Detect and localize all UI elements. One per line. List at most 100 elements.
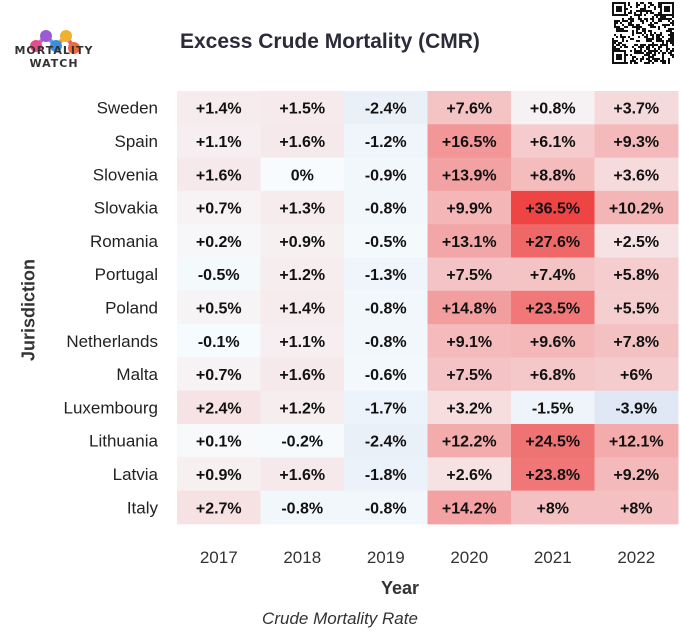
heat-cell	[427, 390, 512, 425]
row-label: Poland	[105, 298, 158, 317]
cell-label: +23.8%	[525, 467, 580, 484]
cell-label: +1.4%	[279, 300, 325, 317]
heat-cell	[260, 357, 345, 392]
heat-cell	[511, 357, 595, 392]
heat-cell	[260, 157, 345, 192]
cell-label: +1.2%	[279, 400, 325, 417]
heat-cell	[511, 457, 595, 492]
cell-label: -3.9%	[615, 400, 657, 417]
heat-cell	[344, 124, 428, 159]
cell-label: +10.2%	[609, 201, 664, 218]
heat-cell	[260, 124, 345, 159]
cell-label: +2.7%	[196, 500, 242, 517]
row-label: Slovakia	[94, 199, 159, 218]
heat-cell	[511, 324, 595, 358]
heat-cell	[344, 257, 428, 292]
heat-cell	[344, 424, 428, 458]
cell-label: -1.7%	[365, 400, 407, 417]
cell-label: +2.5%	[613, 234, 659, 251]
heat-cell	[427, 290, 512, 325]
heat-cell	[594, 457, 679, 492]
cell-label: +0.9%	[279, 234, 325, 251]
heat-cell	[344, 157, 428, 192]
cell-label: -0.8%	[281, 500, 323, 517]
cell-label: +1.1%	[279, 334, 325, 351]
cell-label: +8%	[620, 500, 652, 517]
cell-label: -1.8%	[365, 467, 407, 484]
heat-cell	[594, 190, 679, 225]
row-label: Spain	[115, 132, 158, 151]
cell-label: +12.1%	[609, 434, 664, 451]
cell-label: -0.9%	[365, 167, 407, 184]
heat-cell	[344, 91, 428, 125]
cell-label: +23.5%	[525, 300, 580, 317]
column-label: 2021	[534, 548, 572, 567]
cell-label: +0.8%	[530, 101, 576, 118]
row-label: Sweden	[97, 99, 158, 118]
cell-label: +1.2%	[279, 267, 325, 284]
cell-label: -0.8%	[365, 334, 407, 351]
cell-label: +27.6%	[525, 234, 580, 251]
cell-label: +6.8%	[530, 367, 576, 384]
heat-cell	[260, 91, 345, 125]
cell-label: +12.2%	[442, 434, 497, 451]
row-label: Portugal	[95, 265, 158, 284]
cell-label: +1.6%	[279, 367, 325, 384]
heat-cell	[511, 157, 595, 192]
cell-label: +0.2%	[196, 234, 242, 251]
row-label: Netherlands	[66, 332, 158, 351]
chart-caption: Crude Mortality Rate	[262, 609, 418, 628]
cell-label: +1.1%	[196, 134, 242, 151]
cell-label: +2.6%	[446, 467, 492, 484]
heat-cell	[427, 91, 512, 125]
heat-cell	[344, 357, 428, 392]
cell-label: -2.4%	[365, 434, 407, 451]
heat-cell	[594, 390, 679, 425]
heat-cell	[260, 457, 345, 492]
heat-cell	[594, 224, 679, 258]
cell-label: -0.2%	[281, 434, 323, 451]
heat-cell	[177, 290, 261, 325]
cell-label: +1.4%	[196, 101, 242, 118]
row-label: Lithuania	[89, 432, 159, 451]
heat-cell	[344, 390, 428, 425]
heat-cell	[177, 157, 261, 192]
cell-label: +6%	[620, 367, 652, 384]
heat-cell	[260, 190, 345, 225]
row-label: Slovenia	[93, 165, 159, 184]
cell-label: +1.6%	[196, 167, 242, 184]
cell-label: +9.6%	[530, 334, 576, 351]
cell-label: +3.2%	[446, 400, 492, 417]
cell-label: -0.8%	[365, 201, 407, 218]
cell-label: -2.4%	[365, 101, 407, 118]
cell-label: +0.9%	[196, 467, 242, 484]
cell-label: +7.5%	[446, 267, 492, 284]
cell-label: +7.6%	[446, 101, 492, 118]
heat-cell	[511, 190, 595, 225]
cell-label: +5.5%	[613, 300, 659, 317]
cell-label: +6.1%	[530, 134, 576, 151]
heat-cell	[511, 124, 595, 159]
heat-cell	[427, 324, 512, 358]
qr-code-icon	[612, 2, 674, 64]
cell-label: +2.4%	[196, 400, 242, 417]
heat-cell	[177, 190, 261, 225]
chart-title: Excess Crude Mortality (CMR)	[180, 30, 480, 53]
cell-label: +0.7%	[196, 367, 242, 384]
heat-cell	[260, 290, 345, 325]
column-label: 2020	[450, 548, 488, 567]
cell-label: -0.5%	[365, 234, 407, 251]
cell-label: +7.5%	[446, 367, 492, 384]
cell-label: +1.6%	[279, 134, 325, 151]
column-label: 2019	[367, 548, 405, 567]
cell-label: +5.8%	[613, 267, 659, 284]
cell-label: +0.1%	[196, 434, 242, 451]
cell-label: +16.5%	[442, 134, 497, 151]
heat-cell	[344, 224, 428, 258]
cell-label: +1.6%	[279, 467, 325, 484]
cell-label: +0.7%	[196, 201, 242, 218]
row-label: Luxembourg	[63, 398, 158, 417]
heat-cell	[594, 257, 679, 292]
heat-cell	[594, 357, 679, 392]
logo-text-line2: WATCH	[29, 57, 79, 70]
